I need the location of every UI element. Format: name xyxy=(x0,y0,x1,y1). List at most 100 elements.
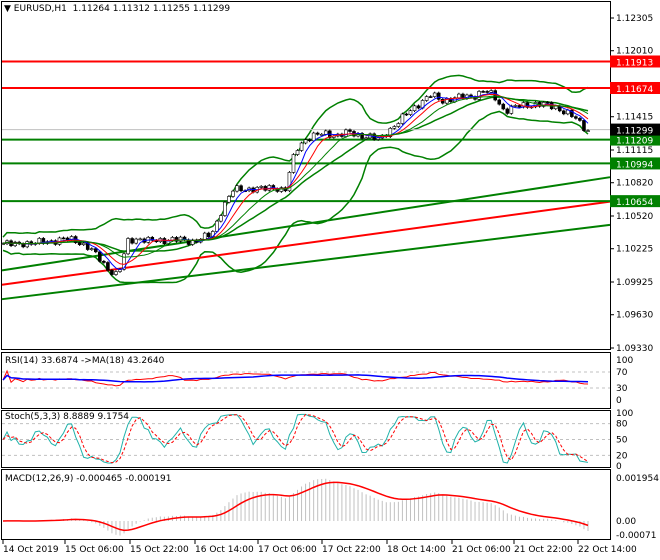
candle-body xyxy=(344,129,348,137)
candle-body xyxy=(323,130,328,135)
candle-body xyxy=(513,105,518,107)
dropdown-triangle-icon[interactable]: ▼ xyxy=(4,4,11,14)
level-badge xyxy=(610,195,660,208)
candle-body xyxy=(13,241,17,247)
macd-label: MACD(12,26,9) -0.000465 -0.000191 xyxy=(5,474,172,484)
macd-scale-label: 0.00 xyxy=(616,517,636,527)
bollinger-lower xyxy=(2,110,589,284)
candle-body xyxy=(364,137,368,140)
candle-body xyxy=(130,238,134,244)
candle-body xyxy=(396,123,401,127)
stoch-scale-label: 50 xyxy=(616,436,628,446)
level-badge-label: 1.10654 xyxy=(616,198,653,208)
candle-body xyxy=(239,185,243,192)
candle-body xyxy=(114,271,118,275)
level-badge-label: 1.11913 xyxy=(616,58,653,68)
candle-body xyxy=(134,238,138,244)
price-tick-label: 1.09330 xyxy=(616,344,653,354)
price-tick-label: 1.12010 xyxy=(616,47,653,57)
candle-body xyxy=(388,128,393,138)
stoch-main-line xyxy=(2,413,589,464)
ma-mid-green xyxy=(1,176,611,272)
chart-header: ▼ EURUSD,H1 1.11264 1.11312 1.11255 1.11… xyxy=(4,4,230,14)
stoch-signal-line xyxy=(2,414,589,464)
candle-body xyxy=(408,110,413,115)
candle-body xyxy=(102,260,106,263)
time-label: 21 Oct 06:00 xyxy=(452,545,511,555)
price-tick-label: 1.11115 xyxy=(616,146,653,156)
level-badge xyxy=(610,81,660,94)
level-badge-label: 1.11674 xyxy=(616,85,653,95)
candle-body xyxy=(106,262,110,271)
time-label: 22 Oct 14:00 xyxy=(578,545,637,555)
candle-body xyxy=(93,248,98,253)
macd-signal-line xyxy=(2,481,589,532)
price-tick-label: 1.10225 xyxy=(616,245,653,255)
bollinger-upper xyxy=(2,74,589,238)
stoch-scale-label: 20 xyxy=(616,451,628,461)
price-tick-label: 1.09630 xyxy=(616,311,653,321)
candle-body xyxy=(481,91,485,93)
candle-body xyxy=(295,150,300,155)
level-badge-label: 1.10994 xyxy=(616,160,653,170)
candle-body xyxy=(578,118,582,121)
symbol-label: EURUSD,H1 xyxy=(13,4,67,14)
macd-panel xyxy=(1,469,611,540)
candle-body xyxy=(307,139,312,142)
candle-body xyxy=(219,215,223,222)
candle-body xyxy=(126,238,130,255)
candle-body xyxy=(303,139,308,144)
candle-body xyxy=(489,90,493,93)
candle-body xyxy=(81,242,86,245)
candle-body xyxy=(497,99,502,105)
candle-body xyxy=(202,232,207,240)
time-label: 17 Oct 06:00 xyxy=(258,545,317,555)
candle-body xyxy=(259,186,264,188)
rsi-scale-label: 0 xyxy=(616,396,622,406)
candle-body xyxy=(517,105,522,108)
rsi-label: RSI(14) 33.6874 ->MA(18) 43.2640 xyxy=(5,356,165,366)
candle-body xyxy=(432,92,437,97)
rsi-line xyxy=(2,369,589,387)
rsi-scale-label: 70 xyxy=(616,368,628,378)
rsi-scale-label: 30 xyxy=(616,384,628,394)
candle-body xyxy=(582,120,586,131)
candle-body xyxy=(110,270,114,275)
candle-body xyxy=(485,91,489,93)
candle-body xyxy=(98,251,102,262)
candle-body xyxy=(561,110,566,115)
candle-body xyxy=(505,108,510,114)
ma-fast-red xyxy=(2,93,589,265)
candle-body xyxy=(174,237,179,242)
candle-body xyxy=(235,185,239,192)
price-tick-label: 1.11415 xyxy=(616,113,653,123)
candle-body xyxy=(29,241,34,245)
level-badge xyxy=(610,55,660,68)
time-label: 16 Oct 14:00 xyxy=(195,545,254,555)
level-badge-label: 1.11209 xyxy=(616,137,653,147)
macd-scale-label: 0.001954 xyxy=(616,474,659,484)
candle-body xyxy=(231,190,235,197)
candle-body xyxy=(162,238,167,245)
price-tick-label: 1.09925 xyxy=(616,278,653,288)
candle-body xyxy=(122,253,126,270)
candle-body xyxy=(586,130,590,132)
rsi-scale-label: 100 xyxy=(616,356,633,366)
rsi-ma-line xyxy=(2,374,589,383)
candle-body xyxy=(404,113,409,116)
time-label: 14 Oct 2019 xyxy=(3,545,59,555)
ma-red xyxy=(1,200,611,286)
candle-body xyxy=(319,133,324,136)
candle-body xyxy=(223,201,227,216)
candle-body xyxy=(348,129,352,132)
candle-body xyxy=(457,93,461,99)
current-price-label: 1.11299 xyxy=(616,127,653,137)
candle-body xyxy=(311,132,316,142)
candle-body xyxy=(1,243,5,246)
ma-fast-green xyxy=(2,95,589,258)
candle-body xyxy=(428,96,433,98)
candle-body xyxy=(61,237,66,240)
candle-body xyxy=(89,248,94,250)
